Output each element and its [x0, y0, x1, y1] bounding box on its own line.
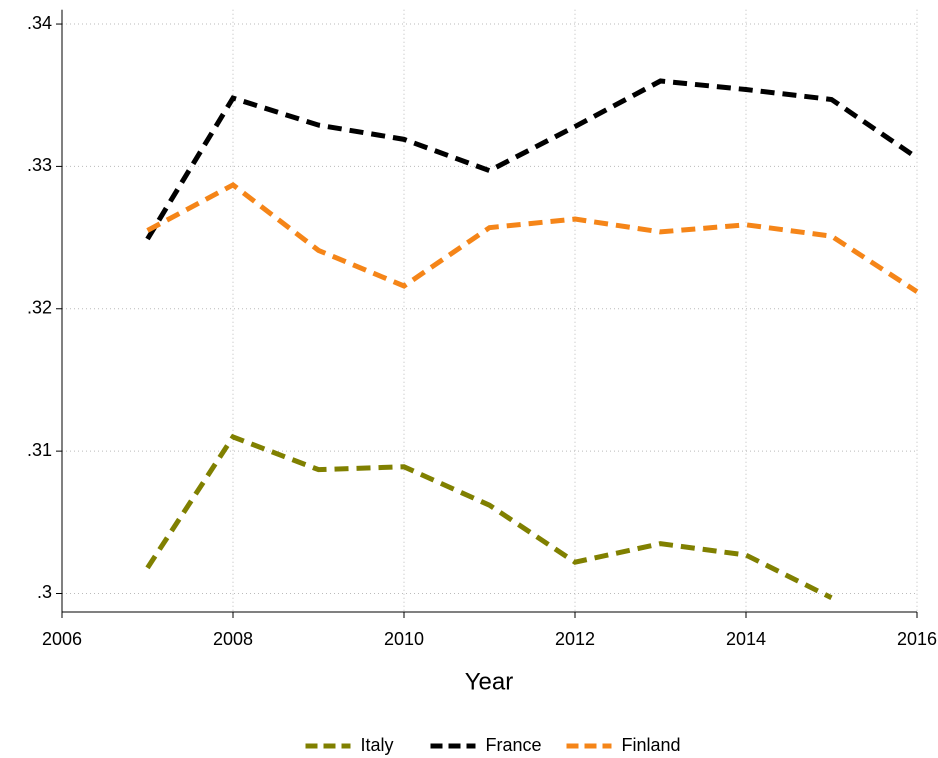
line-series — [146, 181, 919, 294]
x-tick-label: 2008 — [213, 629, 253, 649]
x-tick-label: 2006 — [42, 629, 82, 649]
y-tick-label: .31 — [27, 440, 52, 460]
y-tick-label: .33 — [27, 155, 52, 175]
x-tick-label: 2010 — [384, 629, 424, 649]
legend-label: France — [486, 735, 542, 755]
y-tick-label: .3 — [37, 582, 52, 602]
y-tick-label: .34 — [27, 13, 52, 33]
x-tick-label: 2014 — [726, 629, 766, 649]
x-axis-label: Year — [465, 668, 514, 695]
y-tick-label: .32 — [27, 298, 52, 318]
legend-label: Italy — [361, 735, 394, 755]
line-series — [145, 78, 919, 241]
x-tick-label: 2016 — [897, 629, 937, 649]
line-series — [145, 433, 833, 601]
x-tick-label: 2012 — [555, 629, 595, 649]
legend-label: Finland — [622, 735, 681, 755]
